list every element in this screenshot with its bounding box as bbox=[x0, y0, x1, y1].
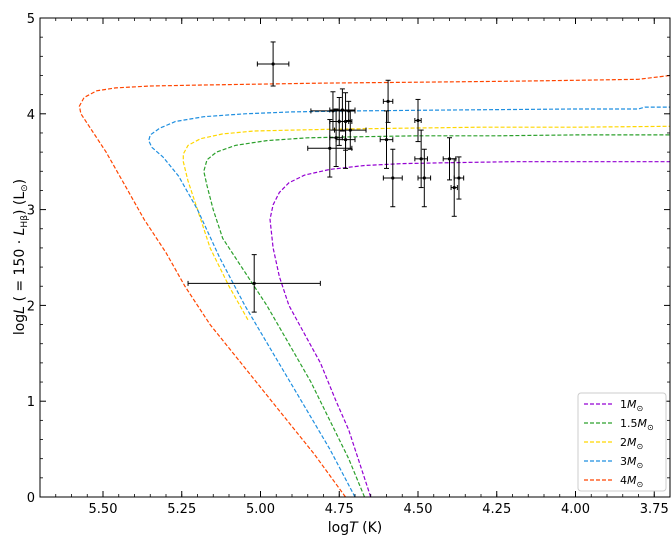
point-marker bbox=[416, 118, 420, 123]
data-point bbox=[382, 148, 403, 208]
x-tick-label: 3.75 bbox=[640, 502, 669, 517]
data-point bbox=[256, 41, 290, 87]
data-point bbox=[335, 110, 356, 169]
y-tick-label: 3 bbox=[27, 204, 35, 219]
data-point bbox=[414, 98, 422, 143]
y-tick-label: 4 bbox=[27, 108, 35, 123]
y-axis-label: logL ( = 150 · LHβ) (L⊙) bbox=[12, 179, 30, 335]
x-tick-label: 4.50 bbox=[404, 502, 433, 517]
x-tick-label: 4.25 bbox=[482, 502, 511, 517]
legend-box bbox=[577, 392, 667, 492]
track-1.5msun bbox=[203, 134, 670, 497]
point-marker bbox=[386, 99, 390, 103]
data-point bbox=[187, 254, 321, 313]
legend-label: 1M⊙ bbox=[620, 398, 643, 413]
data-point bbox=[382, 79, 394, 123]
x-tick-label: 5.25 bbox=[167, 502, 196, 517]
data-point bbox=[442, 137, 457, 181]
data-point bbox=[334, 110, 367, 150]
x-tick-label: 4.75 bbox=[325, 502, 354, 517]
point-marker bbox=[384, 138, 389, 142]
point-marker bbox=[452, 185, 456, 190]
point-marker bbox=[343, 138, 348, 142]
evolutionary-tracks bbox=[78, 74, 670, 497]
point-marker bbox=[457, 176, 461, 180]
point-marker bbox=[252, 281, 256, 285]
point-marker bbox=[419, 157, 423, 161]
y-tick-label: 5 bbox=[27, 12, 35, 27]
track-4msun bbox=[78, 74, 670, 497]
point-marker bbox=[391, 176, 395, 180]
point-marker bbox=[328, 146, 332, 150]
y-axis-ticks: 0 1 2 3 4 5 bbox=[27, 12, 670, 506]
legend: 1M⊙ 1.5M⊙ 2M⊙ 3M⊙ 4M⊙ bbox=[577, 392, 667, 492]
legend-label: 2M⊙ bbox=[620, 436, 643, 451]
y-tick-label: 0 bbox=[27, 491, 35, 506]
x-tick-label: 5.00 bbox=[246, 502, 275, 517]
data-point bbox=[307, 119, 353, 178]
plot-frame bbox=[39, 17, 671, 498]
x-axis-label: logT (K) bbox=[328, 520, 382, 535]
point-marker bbox=[271, 62, 275, 66]
point-marker bbox=[348, 128, 352, 132]
y-tick-label: 1 bbox=[27, 395, 35, 410]
point-marker bbox=[422, 176, 426, 180]
track-3msun bbox=[148, 106, 670, 497]
x-tick-label: 5.50 bbox=[89, 502, 118, 517]
data-point bbox=[379, 110, 394, 169]
data-point bbox=[453, 156, 465, 200]
x-tick-label: 4.00 bbox=[561, 502, 590, 517]
legend-label: 3M⊙ bbox=[620, 455, 643, 470]
legend-label: 4M⊙ bbox=[620, 474, 643, 489]
point-marker bbox=[447, 157, 452, 161]
legend-label: 1.5M⊙ bbox=[620, 417, 654, 432]
data-point bbox=[450, 158, 458, 217]
y-tick-label: 2 bbox=[27, 299, 35, 314]
observed-points bbox=[187, 41, 465, 313]
track-2msun bbox=[182, 125, 670, 321]
data-point bbox=[417, 148, 432, 208]
x-axis-ticks: 5.50 5.25 5.00 4.75 4.50 4.25 4.00 3.75 bbox=[55, 18, 671, 517]
track-1msun bbox=[269, 161, 670, 497]
